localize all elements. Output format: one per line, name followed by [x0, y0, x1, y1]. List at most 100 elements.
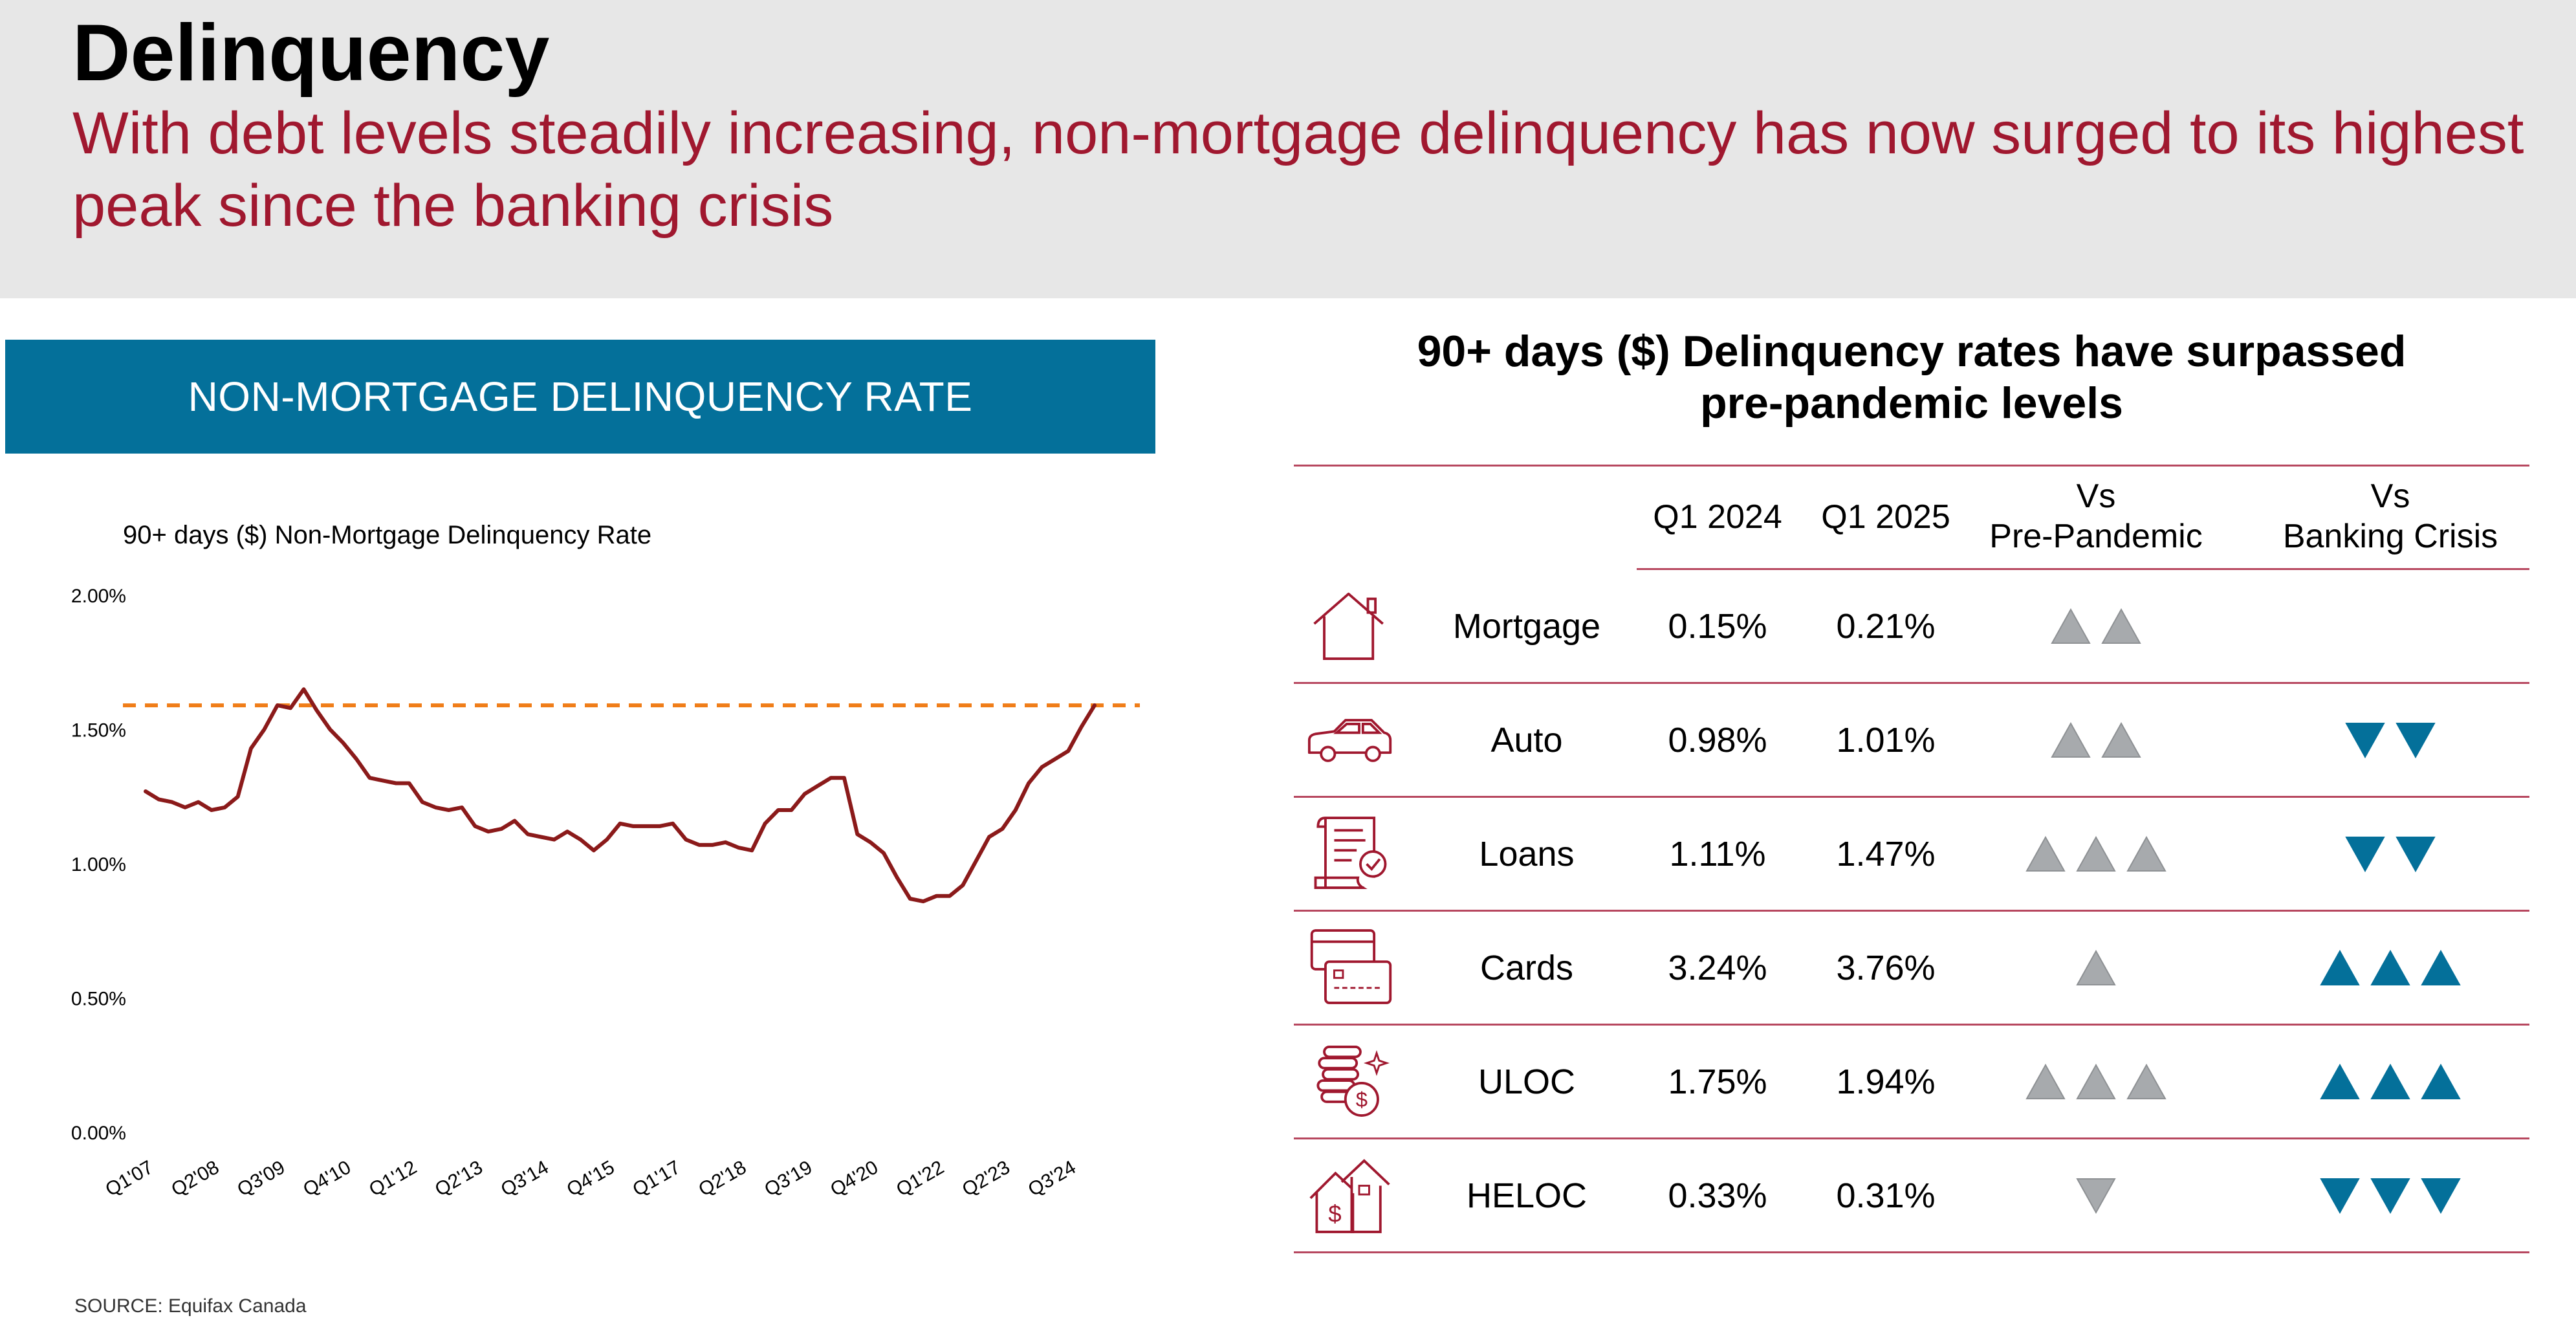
y-tick-label: 0.00%: [71, 1123, 126, 1144]
header-vs-pre-pandemic: Vs Pre-Pandemic: [1989, 476, 2203, 557]
house-icon: [1307, 584, 1394, 668]
table-row-mortgage: Mortgage 0.15% 0.21%: [1294, 569, 2529, 684]
chart-title: 90+ days ($) Non-Mortgage Delinquency Ra…: [123, 521, 652, 549]
source-note: SOURCE: Equifax Canada: [74, 1295, 307, 1317]
table-title-line2: pre-pandemic levels: [1700, 378, 2123, 428]
pre-pandemic-trend: [1989, 1139, 2203, 1253]
value-q1-2024: 0.98%: [1668, 721, 1767, 760]
arrow-down-icon: [2076, 1178, 2116, 1214]
y-tick-label: 1.50%: [71, 720, 126, 741]
pre-pandemic-trend: [1989, 683, 2203, 797]
credit-cards-icon: [1307, 925, 1394, 1009]
row-label: Cards: [1479, 949, 1574, 987]
arrow-up-icon: [2101, 722, 2141, 758]
header-vs-pre-l1: Vs: [2076, 478, 2116, 515]
series-line-non-mortgage-delinquency: [144, 687, 1097, 904]
x-tick-label: Q4'15: [563, 1156, 618, 1200]
banking-crisis-trend: [2261, 683, 2520, 797]
row-label: Auto: [1490, 721, 1563, 760]
arrow-down-icon: [2396, 723, 2436, 758]
value-q1-2025: 1.47%: [1836, 835, 1936, 873]
arrow-up-icon: [2076, 836, 2116, 872]
arrow-up-icon: [2370, 1064, 2410, 1099]
value-q1-2024: 1.75%: [1668, 1062, 1767, 1101]
svg-text:$: $: [1328, 1200, 1341, 1227]
banking-crisis-trend: [2261, 569, 2520, 683]
row-divider: [1294, 1024, 2529, 1026]
row-divider: [1294, 1137, 2529, 1139]
x-tick-label: Q2'13: [431, 1156, 486, 1200]
loan-document-icon: [1307, 811, 1394, 895]
value-q1-2025: 1.94%: [1836, 1062, 1936, 1101]
row-divider: [1294, 682, 2529, 684]
arrow-up-icon: [2126, 1064, 2167, 1099]
x-tick-label: Q1'12: [366, 1156, 420, 1200]
header-vs-banking-crisis: Vs Banking Crisis: [2261, 476, 2520, 557]
arrow-up-icon: [2421, 950, 2461, 985]
x-tick-label: Q4'10: [300, 1156, 355, 1200]
table-row-auto: Auto 0.98% 1.01%: [1294, 683, 2529, 798]
row-divider: [1294, 910, 2529, 912]
value-q1-2024: 0.15%: [1668, 607, 1767, 646]
table-row-cards: Cards 3.24% 3.76%: [1294, 911, 2529, 1026]
pre-pandemic-trend: [1989, 911, 2203, 1025]
arrow-down-icon: [2421, 1178, 2461, 1214]
arrow-down-icon: [2370, 1178, 2410, 1214]
header-bottom-rule: [1637, 568, 2529, 570]
arrow-up-icon: [2421, 1064, 2461, 1099]
row-label: HELOC: [1466, 1176, 1588, 1215]
svg-text:$: $: [1356, 1088, 1368, 1112]
y-tick-label: 0.50%: [71, 989, 126, 1010]
banking-crisis-trend: [2261, 1139, 2520, 1253]
page-title: Delinquency: [72, 8, 550, 98]
header-band: Delinquency With debt levels steadily in…: [0, 0, 2576, 298]
table-row-loans: Loans 1.11% 1.47%: [1294, 797, 2529, 912]
header-q1-2024: Q1 2024: [1653, 498, 1782, 536]
header-vs-bank-l1: Vs: [2370, 478, 2410, 515]
house-dollar-icon: $: [1307, 1153, 1394, 1237]
row-label: Mortgage: [1452, 607, 1601, 646]
x-tick-label: Q1'17: [629, 1156, 684, 1200]
value-q1-2025: 1.01%: [1836, 721, 1936, 760]
y-tick-label: 1.00%: [71, 854, 126, 875]
arrow-down-icon: [2345, 723, 2385, 758]
value-q1-2024: 1.11%: [1669, 835, 1766, 873]
x-tick-label: Q2'18: [695, 1156, 750, 1200]
pre-pandemic-trend: [1989, 1025, 2203, 1139]
header-vs-pre-l2: Pre-Pandemic: [1989, 518, 2203, 556]
arrow-up-icon: [2076, 950, 2116, 985]
arrow-up-icon: [2370, 950, 2410, 985]
x-tick-label: Q3'14: [497, 1156, 552, 1200]
arrow-up-icon: [2126, 836, 2167, 872]
x-tick-label: Q3'09: [234, 1156, 289, 1200]
row-divider: [1294, 1251, 2529, 1253]
x-tick-label: Q3'19: [761, 1156, 816, 1200]
header-q1-2025: Q1 2025: [1821, 498, 1950, 536]
row-divider: [1294, 796, 2529, 798]
arrow-up-icon: [2320, 1064, 2360, 1099]
coins-icon: $: [1307, 1039, 1394, 1123]
value-q1-2024: 3.24%: [1668, 949, 1767, 987]
page-subtitle: With debt levels steadily increasing, no…: [72, 100, 2524, 239]
table-top-rule: [1294, 465, 2529, 467]
arrow-down-icon: [2320, 1178, 2360, 1214]
pre-pandemic-trend: [1989, 569, 2203, 683]
x-tick-label: Q4'20: [827, 1156, 882, 1200]
banking-crisis-trend: [2261, 1025, 2520, 1139]
banking-crisis-trend: [2261, 911, 2520, 1025]
value-q1-2025: 0.31%: [1836, 1176, 1936, 1215]
table-title: 90+ days ($) Delinquency rates have surp…: [1294, 326, 2529, 429]
chart-banner: NON-MORTGAGE DELINQUENCY RATE: [5, 340, 1155, 454]
arrow-up-icon: [2076, 1064, 2116, 1099]
banking-crisis-trend: [2261, 797, 2520, 911]
x-tick-label: Q1'22: [893, 1156, 948, 1200]
row-label: Loans: [1479, 835, 1575, 873]
arrow-down-icon: [2396, 837, 2436, 872]
arrow-down-icon: [2345, 837, 2385, 872]
y-tick-label: 2.00%: [71, 586, 126, 607]
x-tick-label: Q3'24: [1025, 1156, 1080, 1200]
arrow-up-icon: [2101, 608, 2141, 644]
delinquency-line-chart: 2.00% 1.50% 1.00% 0.50% 0.00% Q1'07 Q2'08 Q3'09…: [71, 586, 1140, 1201]
table-row-uloc: $ ULOC 1.75% 1.94%: [1294, 1025, 2529, 1139]
arrow-up-icon: [2051, 722, 2091, 758]
